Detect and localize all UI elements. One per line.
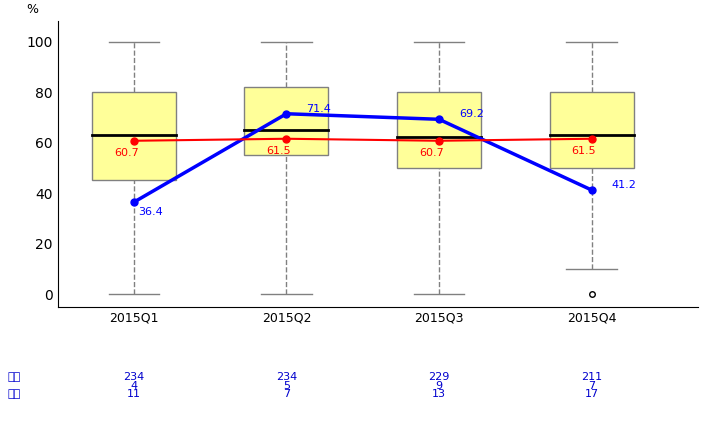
Text: 71.4: 71.4 (306, 104, 331, 114)
Text: 234: 234 (123, 372, 145, 382)
Text: 分母: 分母 (7, 389, 20, 399)
Text: 41.2: 41.2 (611, 180, 636, 190)
Text: 4: 4 (130, 380, 138, 391)
Text: 17: 17 (585, 389, 598, 399)
Text: 分子: 分子 (7, 372, 20, 382)
Text: 11: 11 (127, 389, 141, 399)
FancyBboxPatch shape (397, 92, 481, 168)
Text: 7: 7 (283, 389, 290, 399)
Text: 211: 211 (581, 372, 602, 382)
Text: 7: 7 (588, 380, 595, 391)
Text: 229: 229 (428, 372, 450, 382)
Text: 61.5: 61.5 (266, 146, 291, 156)
Text: 36.4: 36.4 (138, 207, 163, 217)
Text: 69.2: 69.2 (459, 109, 484, 119)
FancyBboxPatch shape (245, 87, 328, 155)
Text: 60.7: 60.7 (419, 148, 444, 158)
Y-axis label: %: % (26, 3, 38, 16)
Text: 60.7: 60.7 (114, 148, 139, 158)
FancyBboxPatch shape (549, 92, 634, 168)
Text: 13: 13 (432, 389, 446, 399)
Text: 9: 9 (436, 380, 443, 391)
Text: 61.5: 61.5 (572, 146, 596, 156)
Text: 234: 234 (276, 372, 297, 382)
FancyBboxPatch shape (92, 92, 176, 181)
Text: 5: 5 (283, 380, 290, 391)
